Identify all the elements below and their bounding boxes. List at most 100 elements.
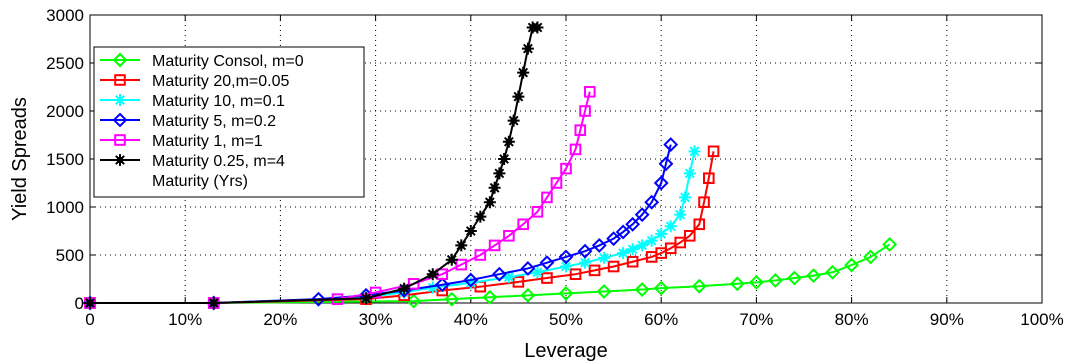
asterisk-spokes [507,114,520,127]
diamond-marker [825,264,840,280]
series-6 [84,21,544,309]
square-marker [560,162,572,175]
star-marker [617,247,630,260]
asterisk-spokes [398,282,411,295]
square-marker [512,276,525,288]
square-marker [541,191,553,204]
y-tick-label: 2000 [46,102,84,121]
legend-box [93,46,365,198]
asterisk-marker [512,90,525,103]
square-marker [407,278,420,290]
star-marker [579,256,592,269]
x-tick-label: 40% [454,310,488,329]
legend-extra-label: Maturity (Yrs) [152,173,248,190]
legend-label: Maturity 10, m=0.1 [152,93,285,110]
square-marker [683,230,696,242]
legend-label: Maturity Consol, m=0 [152,53,304,70]
asterisk-marker [84,297,96,309]
asterisk-marker [398,282,411,295]
star-marker [655,227,668,240]
diamond-marker [596,284,612,299]
y-tick-label: 1000 [46,198,84,217]
series-line [90,91,591,304]
asterisk-marker [493,167,506,180]
asterisk-marker [531,21,544,34]
grid [90,15,1042,303]
x-tick-label: 90% [930,310,964,329]
diamond-marker [591,237,607,253]
diamond-marker [112,112,128,128]
x-tick-label: 60% [644,310,678,329]
asterisk-spokes [455,239,468,252]
asterisk-spokes [502,135,515,148]
legend: Maturity Consol, m=0 Maturity 20,m=0.05 Ma… [93,46,365,198]
diamond-marker [658,156,674,172]
diamond-marker [882,237,898,252]
x-tick-label: 0 [85,310,94,329]
x-tick-label: 10% [168,310,202,329]
star-marker [626,243,639,256]
star-marker [531,266,544,279]
diamond-marker [434,277,450,293]
diamond-marker [625,216,641,232]
diamond-marker [806,268,821,284]
square-marker [503,230,515,242]
diamond-marker [748,274,764,290]
x-tick-label: 70% [739,310,773,329]
diamond-marker [768,273,783,288]
asterisk-spokes [445,253,458,266]
diamond-marker [520,261,536,276]
square-marker [707,145,720,158]
legend-item: Maturity 0.25, m=4 [100,153,285,170]
star-marker [560,260,572,273]
square-marker [114,74,126,86]
asterisk-marker [464,225,477,237]
y-axis-label: Yield Spreads [9,97,31,221]
diamond-marker [863,249,879,265]
legend-item: Maturity 1, m=1 [100,133,263,150]
legend-item: Maturity 20,m=0.05 [100,73,290,90]
legend-label: Maturity 20,m=0.05 [152,73,290,90]
star-marker [426,281,439,294]
square-marker [569,143,582,156]
square-marker [626,255,639,268]
asterisk-spokes [521,42,534,55]
asterisk-marker [474,210,487,223]
x-tick-label: 100% [1020,310,1063,329]
y-tick-label: 3000 [46,6,84,25]
star-marker [114,94,126,106]
asterisk-marker [114,154,126,166]
legend-item: Maturity 5, m=0.2 [100,112,276,130]
diamond-marker [691,278,707,294]
legend-item: Maturity Consol, m=0 [100,52,304,70]
diamond-marker [482,289,498,305]
square-marker [588,264,601,277]
square-marker [550,177,563,189]
asterisk-marker [455,239,468,252]
asterisk-spokes [84,297,96,309]
diamond-marker [577,243,593,259]
star-marker [502,271,515,284]
series-5 [84,86,596,309]
asterisk-spokes [493,167,506,180]
diamond-marker [653,175,669,191]
y-tick-label: 0 [75,294,84,313]
y-tick-label: 500 [56,246,84,265]
star-marker [645,234,658,247]
asterisk-spokes [512,90,525,103]
legend-label: Maturity 1, m=1 [152,133,263,150]
diamond-marker [634,282,650,297]
square-marker [607,260,620,273]
asterisk-marker [521,42,534,55]
x-tick-label: 20% [263,310,297,329]
square-marker [531,206,544,218]
star-marker [688,145,701,158]
square-marker [455,258,468,271]
asterisk-spokes [531,21,544,34]
diamond-marker [491,266,507,282]
diamond-marker [787,270,802,286]
square-marker [369,286,382,299]
x-axis-label: Leverage [524,340,607,362]
asterisk-spokes [114,154,126,166]
